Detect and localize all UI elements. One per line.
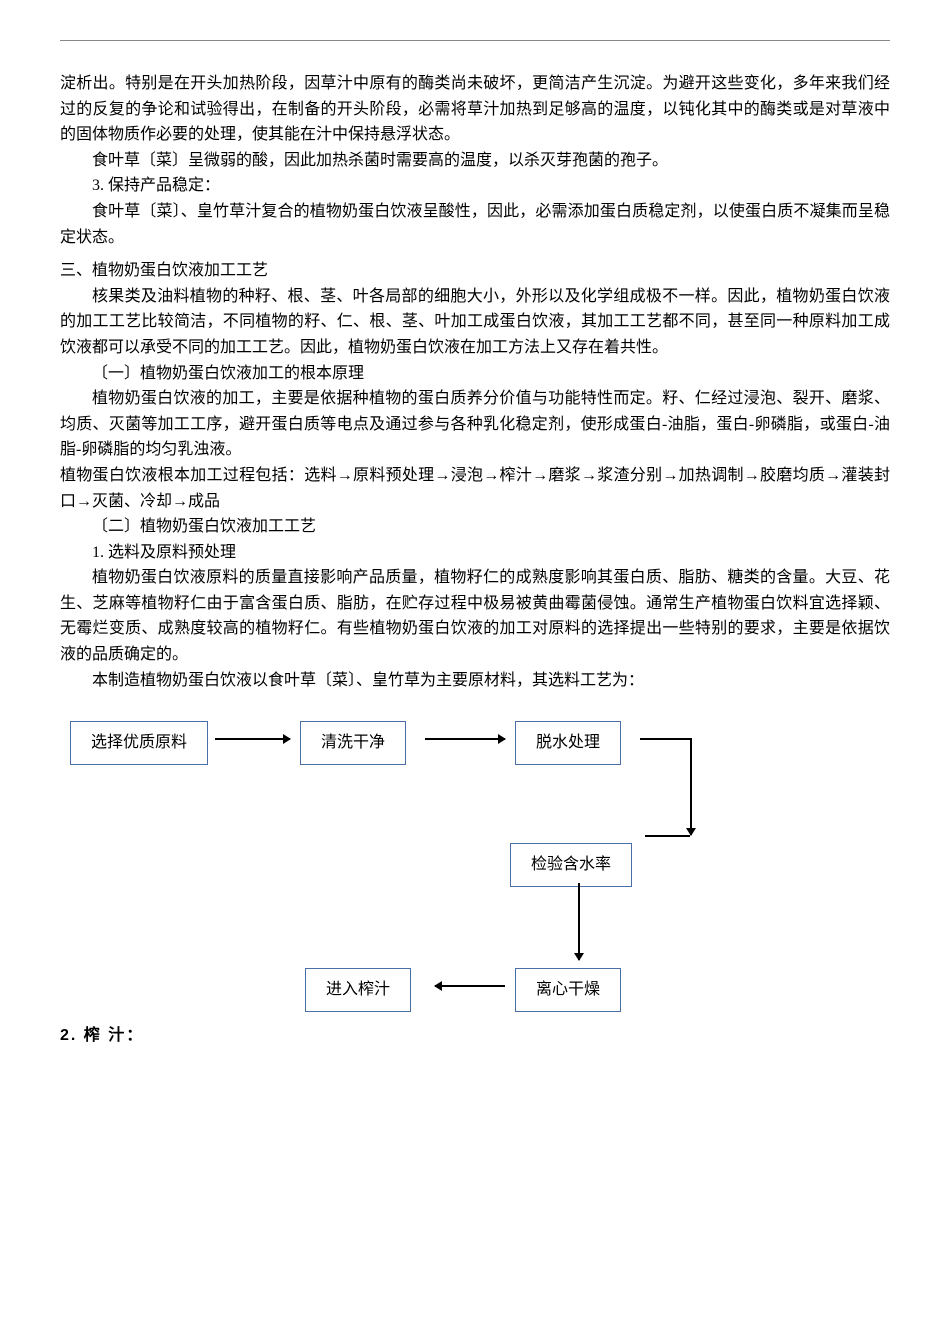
item-3: 3. 保持产品稳定：	[60, 173, 890, 199]
paragraph-4: 食叶草〔菜〕、皇竹草汁复合的植物奶蛋白饮液呈酸性，因此，必需添加蛋白质稳定剂，以…	[60, 199, 890, 250]
item-2: 2. 榨 汁：	[60, 1023, 890, 1049]
paragraph-2: 食叶草〔菜〕呈微弱的酸，因此加热杀菌时需要高的温度，以杀灭芽孢菌的孢子。	[60, 148, 890, 174]
flow-node-1: 选择优质原料	[70, 721, 208, 765]
arrow-4-6	[578, 883, 580, 960]
flow-node-3: 脱水处理	[515, 721, 621, 765]
paragraph-5: 核果类及油料植物的种籽、根、茎、叶各局部的细胞大小，外形以及化学组成极不一样。因…	[60, 284, 890, 361]
subsection-2: 〔二〕植物奶蛋白饮液加工工艺	[60, 514, 890, 540]
flow-node-4: 检验含水率	[510, 843, 632, 887]
flow-node-5: 进入榨汁	[305, 968, 411, 1012]
arrow-3-4	[690, 738, 692, 835]
arrow-2-3	[425, 738, 505, 740]
subsection-1: 〔一〕植物奶蛋白饮液加工的根本原理	[60, 361, 890, 387]
arrow-1-2	[215, 738, 290, 740]
paragraph-8: 植物奶蛋白饮液原料的质量直接影响产品质量，植物籽仁的成熟度影响其蛋白质、脂肪、糖…	[60, 565, 890, 667]
item-1: 1. 选料及原料预处理	[60, 540, 890, 566]
paragraph-9: 本制造植物奶蛋白饮液以食叶草〔菜〕、皇竹草为主要原材料，其选料工艺为：	[60, 668, 890, 694]
flow-node-6: 离心干燥	[515, 968, 621, 1012]
line-3-bend	[640, 738, 690, 740]
arrow-6-5	[435, 985, 505, 987]
section-3-title: 三、植物奶蛋白饮液加工工艺	[60, 258, 890, 284]
flowchart: 选择优质原料 清洗干净 脱水处理 检验含水率 进入榨汁 离心干燥	[60, 713, 700, 1013]
paragraph-1: 淀析出。特别是在开头加热阶段，因草汁中原有的酶类尚未破坏，更简洁产生沉淀。为避开…	[60, 71, 890, 148]
line-to-4	[645, 835, 690, 837]
paragraph-6: 植物奶蛋白饮液的加工，主要是依据种植物的蛋白质养分价值与功能特性而定。籽、仁经过…	[60, 386, 890, 463]
flow-node-2: 清洗干净	[300, 721, 406, 765]
paragraph-7: 植物蛋白饮液根本加工过程包括：选料→原料预处理→浸泡→榨汁→磨浆→浆渣分别→加热…	[60, 463, 890, 514]
